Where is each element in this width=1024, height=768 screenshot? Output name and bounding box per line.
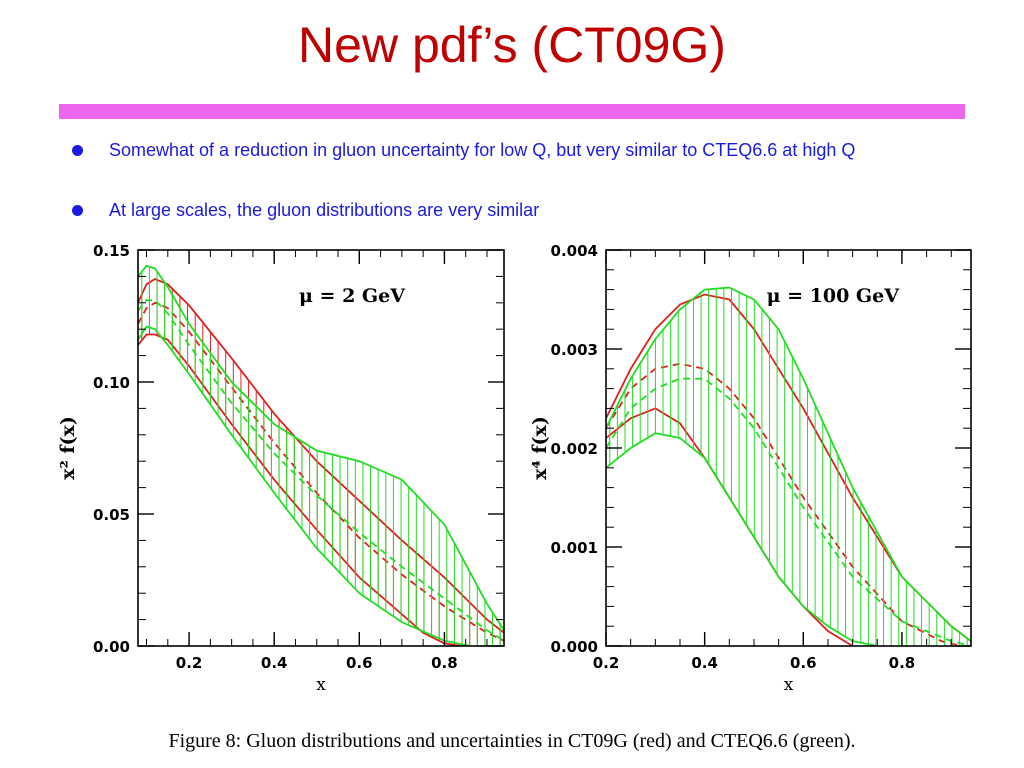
x-tick-label: 0.8	[431, 654, 458, 672]
y-tick-label: 0.10	[93, 374, 130, 392]
bullet-text: At large scales, the gluon distributions…	[109, 200, 540, 220]
x-axis-label: x	[316, 675, 326, 695]
y-tick-label: 0.000	[551, 638, 598, 656]
series-line-lower	[138, 333, 462, 646]
plot-1: 0.2 0.4 0.6 0.8 0.00 0.05 0.10 0.15 x x² f(x) μ = …	[57, 242, 505, 695]
y-axis-label: x⁴ f(x)	[529, 416, 551, 480]
scale-annotation: μ = 2 GeV	[299, 285, 406, 307]
series-line-central	[606, 377, 971, 646]
bullet-dot-icon	[72, 145, 83, 156]
y-tick-label: 0.15	[93, 242, 130, 260]
series-line-upper	[138, 277, 504, 634]
scale-annotation: μ = 100 GeV	[767, 285, 901, 307]
band-1	[138, 277, 504, 646]
x-tick-label: 0.4	[691, 654, 718, 672]
figure-caption: Figure 8: Gluon distributions and uncert…	[168, 730, 856, 752]
x-tick-label: 0.2	[593, 654, 620, 672]
y-axis-label: x² f(x)	[57, 416, 79, 480]
x-tick-label: 0.8	[889, 654, 916, 672]
series-line-upper	[138, 264, 504, 631]
y-tick-label: 0.05	[93, 506, 130, 524]
y-tick-label: 0.001	[551, 539, 598, 557]
plot-frame	[137, 249, 505, 647]
series-line-lower	[138, 325, 471, 646]
series-line-upper	[606, 286, 971, 642]
y-tick-label: 0.004	[551, 242, 598, 260]
series-line-central	[606, 362, 962, 646]
x-axis-label: x	[784, 675, 794, 695]
y-tick-label: 0.00	[93, 638, 130, 656]
x-tick-label: 0.4	[261, 654, 288, 672]
gluon-plots: 0.2 0.4 0.6 0.8 0.00 0.05 0.10 0.15 x x² f(x) μ = …	[57, 242, 972, 695]
x-tick-label: 0.6	[346, 654, 373, 672]
series-line-central	[138, 299, 504, 642]
x-tick-label: 0.2	[176, 654, 203, 672]
bullet-dot-icon	[72, 205, 83, 216]
slide-title: New pdf’s (CT09G)	[298, 17, 726, 73]
y-tick-label: 0.002	[551, 440, 598, 458]
series-line-lower	[606, 432, 878, 646]
y-tick-label: 0.003	[551, 341, 598, 359]
band-2	[138, 264, 504, 646]
series-line-central	[138, 301, 504, 642]
x-tick-label: 0.6	[790, 654, 817, 672]
band-3	[606, 286, 971, 646]
plot-frame	[605, 249, 972, 647]
plot-2: 0.2 0.4 0.6 0.8 0.000 0.001 0.002 0.003 0.004 x x⁴…	[529, 242, 972, 695]
bullet-text: Somewhat of a reduction in gluon uncerta…	[109, 140, 856, 160]
title-divider	[59, 104, 965, 119]
